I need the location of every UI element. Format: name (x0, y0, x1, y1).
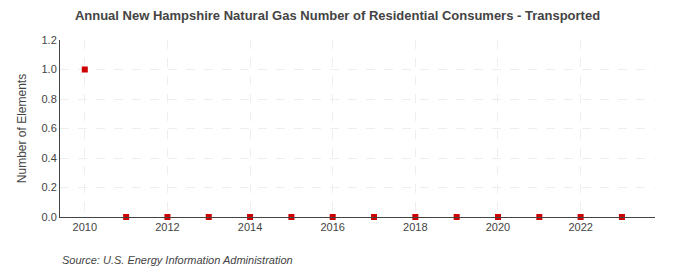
svg-text:0.2: 0.2 (42, 181, 57, 193)
svg-text:Annual New Hampshire Natural G: Annual New Hampshire Natural Gas Number … (75, 8, 600, 23)
svg-text:2014: 2014 (238, 221, 262, 233)
svg-text:2012: 2012 (155, 221, 179, 233)
svg-text:0.4: 0.4 (42, 152, 57, 164)
svg-text:0.8: 0.8 (42, 93, 57, 105)
svg-text:Number of Elements: Number of Elements (15, 74, 29, 183)
svg-text:2020: 2020 (486, 221, 510, 233)
svg-text:0.6: 0.6 (42, 122, 57, 134)
svg-text:2010: 2010 (73, 221, 97, 233)
svg-text:0.0: 0.0 (42, 211, 57, 223)
svg-text:Source: U.S. Energy Informatio: Source: U.S. Energy Information Administ… (62, 254, 293, 266)
svg-text:2016: 2016 (320, 221, 344, 233)
svg-text:1.0: 1.0 (42, 63, 57, 75)
svg-text:2018: 2018 (403, 221, 427, 233)
svg-text:1.2: 1.2 (42, 34, 57, 46)
svg-text:2022: 2022 (568, 221, 592, 233)
